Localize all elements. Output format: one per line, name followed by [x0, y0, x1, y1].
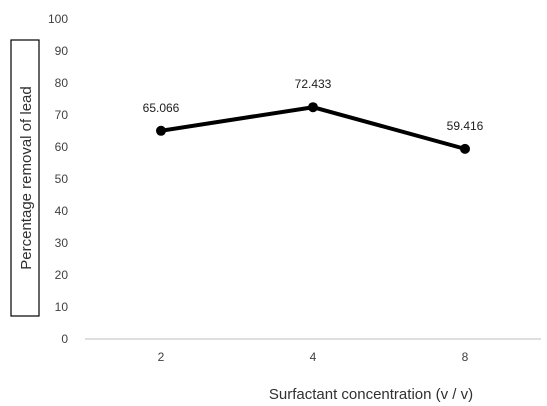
- data-label: 59.416: [447, 119, 484, 133]
- y-tick-label: 70: [55, 108, 69, 122]
- data-label: 72.433: [295, 77, 332, 91]
- y-tick-label: 0: [61, 332, 68, 346]
- series-line: [160, 105, 466, 151]
- y-tick-label: 30: [55, 236, 69, 250]
- x-axis-title: Surfactant concentration (v / v): [269, 386, 473, 403]
- y-tick-label: 100: [48, 12, 68, 26]
- data-point: [156, 125, 166, 136]
- data-label: 65.066: [143, 101, 180, 115]
- data-point: [308, 102, 318, 113]
- x-tick-label: 8: [462, 350, 469, 364]
- y-axis-title: Percentage removal of lead: [10, 39, 40, 317]
- y-tick-label: 20: [55, 268, 69, 282]
- y-tick-label: 10: [55, 300, 69, 314]
- y-tick-label: 60: [55, 140, 69, 154]
- y-axis-ticks: 0 10 20 30 40 50 60 70 80 90 100: [48, 12, 68, 346]
- data-point: [460, 143, 470, 154]
- y-axis-title-box: [10, 39, 40, 317]
- x-tick-label: 4: [310, 350, 317, 364]
- y-tick-label: 90: [55, 44, 69, 58]
- x-axis-ticks: 2 4 8: [158, 350, 469, 364]
- y-axis-title-text: Percentage removal of lead: [18, 86, 35, 269]
- data-labels: 65.066 72.433 59.416: [143, 77, 484, 133]
- x-tick-label: 2: [158, 350, 165, 364]
- y-tick-label: 50: [55, 172, 69, 186]
- y-tick-label: 40: [55, 204, 69, 218]
- y-tick-label: 80: [55, 76, 69, 90]
- data-markers: [156, 102, 470, 154]
